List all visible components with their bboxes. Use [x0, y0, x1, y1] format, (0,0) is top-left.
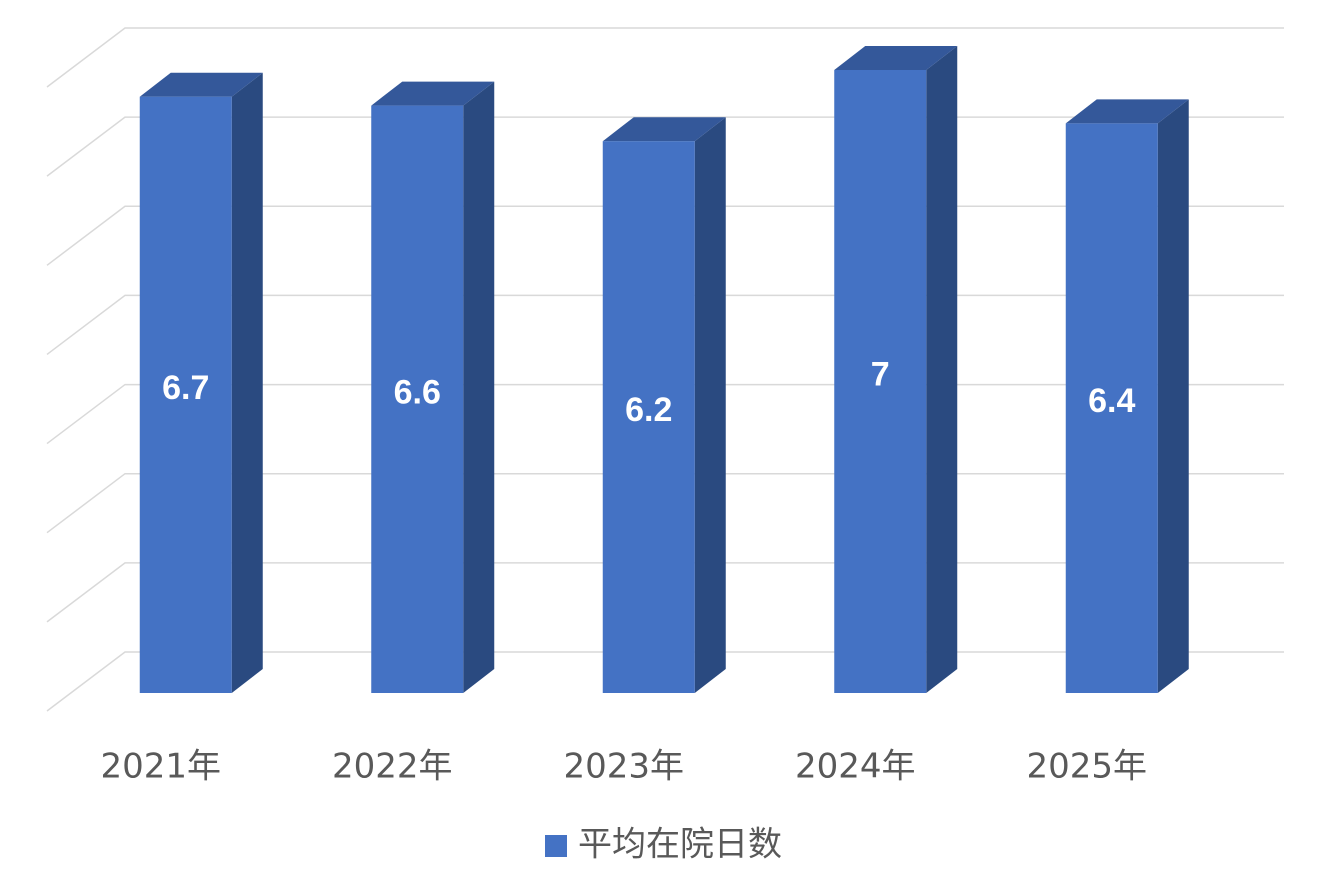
bar-top [1065, 99, 1189, 124]
bar-side [1157, 99, 1189, 693]
bar [602, 141, 695, 693]
bar [1065, 123, 1158, 693]
bar-top [371, 81, 495, 106]
value-label: 6.4 [1088, 382, 1135, 420]
x-tick-label: 2024年 [795, 747, 916, 787]
x-tick-label: 2021年 [100, 747, 221, 787]
bar [371, 105, 464, 694]
legend-label: 平均在院日数 [578, 825, 782, 865]
bar-top [834, 46, 958, 70]
x-tick-label: 2022年 [332, 747, 453, 787]
bar-top [602, 117, 726, 142]
bar-side [926, 46, 958, 693]
value-label: 6.2 [625, 391, 672, 429]
value-label: 7 [871, 355, 890, 393]
bar-side [694, 117, 726, 693]
bar [834, 70, 927, 693]
bar [139, 96, 232, 693]
legend-swatch [545, 835, 567, 857]
bar-top [139, 72, 263, 97]
x-tick-label: 2025年 [1026, 747, 1147, 787]
value-label: 6.7 [162, 369, 209, 407]
value-label: 6.6 [394, 373, 441, 411]
x-tick-label: 2023年 [563, 747, 684, 787]
bar-side [463, 81, 495, 694]
bar-side [231, 72, 263, 693]
grid-line [46, 27, 1284, 88]
